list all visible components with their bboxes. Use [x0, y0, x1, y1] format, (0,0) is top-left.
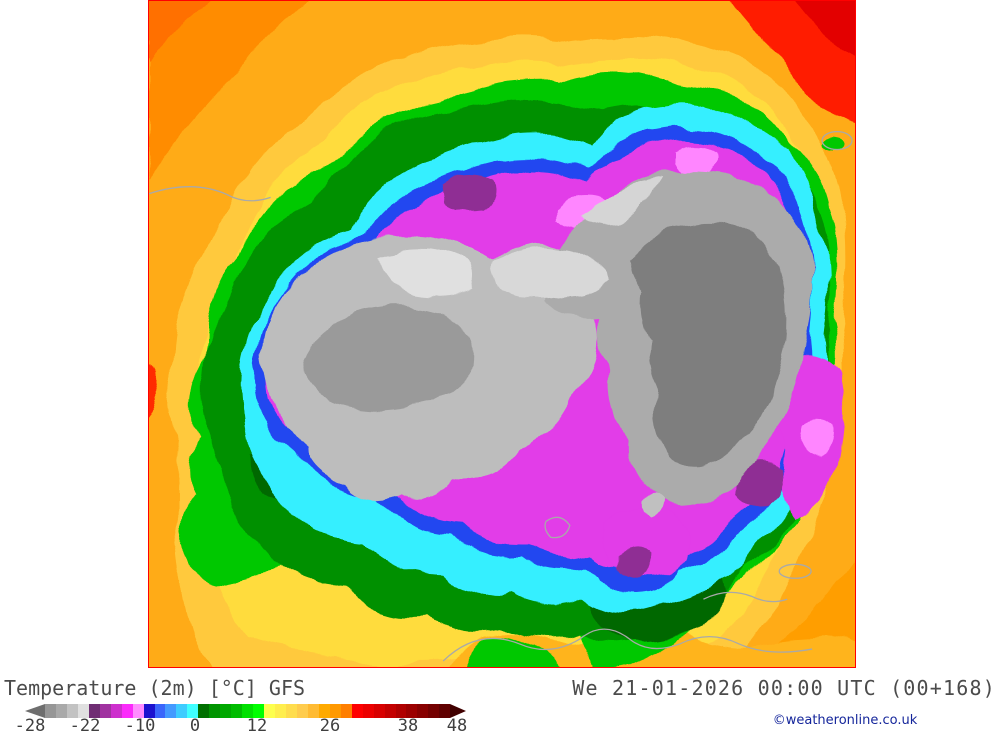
colorbar-segment	[253, 704, 265, 718]
colorbar-segment	[121, 704, 133, 718]
colorbar-tick-label: 0	[189, 716, 201, 733]
temperature-map-svg	[149, 1, 855, 667]
colorbar-ticks: -28 -22 -10 0 12 26 38 48	[15, 716, 468, 733]
colorbar-segment	[329, 704, 341, 718]
colorbar-segment	[275, 704, 286, 718]
colorbar-segment	[373, 704, 385, 718]
colorbar-segment	[242, 704, 254, 718]
colorbar-tick-label: 12	[246, 716, 268, 733]
colorbar-segment	[406, 704, 418, 718]
colorbar-segment	[88, 704, 100, 718]
temperature-colorbar	[25, 704, 466, 718]
colorbar-segment	[296, 704, 308, 718]
temperature-map	[148, 0, 856, 668]
colorbar-segment	[264, 704, 276, 718]
colorbar-segment	[220, 704, 232, 718]
colorbar-segment	[307, 704, 319, 718]
map-title: Temperature (2m) [°C] GFS	[4, 676, 306, 700]
colorbar-segment	[362, 704, 374, 718]
colorbar-segment	[439, 704, 451, 718]
colorbar-segment	[176, 704, 188, 718]
colorbar-segment	[55, 704, 67, 718]
colorbar-tick-label: 38	[397, 716, 419, 733]
colorbar-segment	[384, 704, 396, 718]
colorbar-arrow-right	[450, 704, 466, 718]
colorbar-segment	[428, 704, 440, 718]
colorbar-segment	[132, 704, 144, 718]
cold-core-layer	[263, 170, 813, 518]
colorbar-segment	[351, 704, 363, 718]
colorbar-segment	[165, 704, 177, 718]
colorbar-segment	[45, 704, 56, 718]
colorbar-segment	[395, 704, 407, 718]
copyright-text: ©weatheronline.co.uk	[772, 713, 918, 728]
colorbar-tick-label: -28	[14, 716, 46, 733]
colorbar-segment	[231, 704, 243, 718]
colorbar-segment	[99, 704, 111, 718]
colorbar-tick-label: -10	[124, 716, 156, 733]
colorbar-segment	[154, 704, 166, 718]
colorbar-tick-label: 48	[446, 716, 468, 733]
colorbar-segment	[285, 704, 297, 718]
colorbar-segment	[110, 704, 122, 718]
colorbar-segment	[417, 704, 429, 718]
coastlines-layer	[149, 130, 853, 662]
colorbar-segment	[318, 704, 330, 718]
map-datetime: We 21-01-2026 00:00 UTC (00+168)	[572, 676, 996, 700]
colorbar-segment	[66, 704, 78, 718]
colorbar-arrow-left	[25, 704, 45, 718]
colorbar-segment	[187, 704, 199, 718]
colorbar-segment	[77, 704, 89, 718]
colorbar-segment	[209, 704, 221, 718]
colorbar-segment	[143, 704, 155, 718]
colorbar-segment	[340, 704, 352, 718]
colorbar-segments	[45, 704, 451, 718]
colorbar-tick-label: -22	[69, 716, 101, 733]
colorbar-segment	[198, 704, 210, 718]
colorbar-tick-label: 26	[319, 716, 341, 733]
